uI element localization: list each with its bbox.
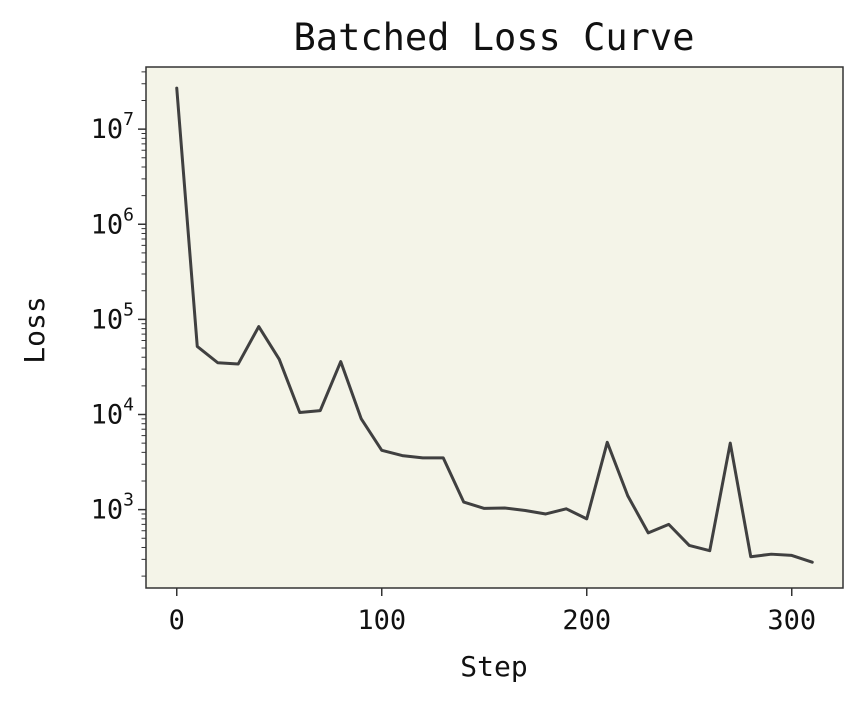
x-tick-label: 0 bbox=[169, 605, 185, 636]
loss-series-line bbox=[175, 86, 814, 564]
chart-title: Batched Loss Curve bbox=[294, 16, 695, 59]
y-tick-label: 103 bbox=[91, 490, 134, 526]
x-axis-label: Step bbox=[460, 650, 527, 683]
y-tick-label: 106 bbox=[91, 204, 134, 240]
x-tick-label: 100 bbox=[357, 605, 406, 636]
y-axis-label: Loss bbox=[18, 296, 51, 363]
plot-frame bbox=[145, 66, 844, 589]
plot-area bbox=[146, 67, 843, 588]
y-tick-label: 107 bbox=[91, 109, 134, 145]
x-axis: 0 100 200 300 bbox=[169, 588, 816, 636]
x-tick-label: 200 bbox=[562, 605, 611, 636]
y-tick-label: 104 bbox=[91, 395, 134, 431]
y-axis: 103 104 105 106 107 bbox=[91, 71, 146, 577]
x-tick-label: 300 bbox=[767, 605, 816, 636]
y-tick-label: 105 bbox=[91, 299, 134, 335]
